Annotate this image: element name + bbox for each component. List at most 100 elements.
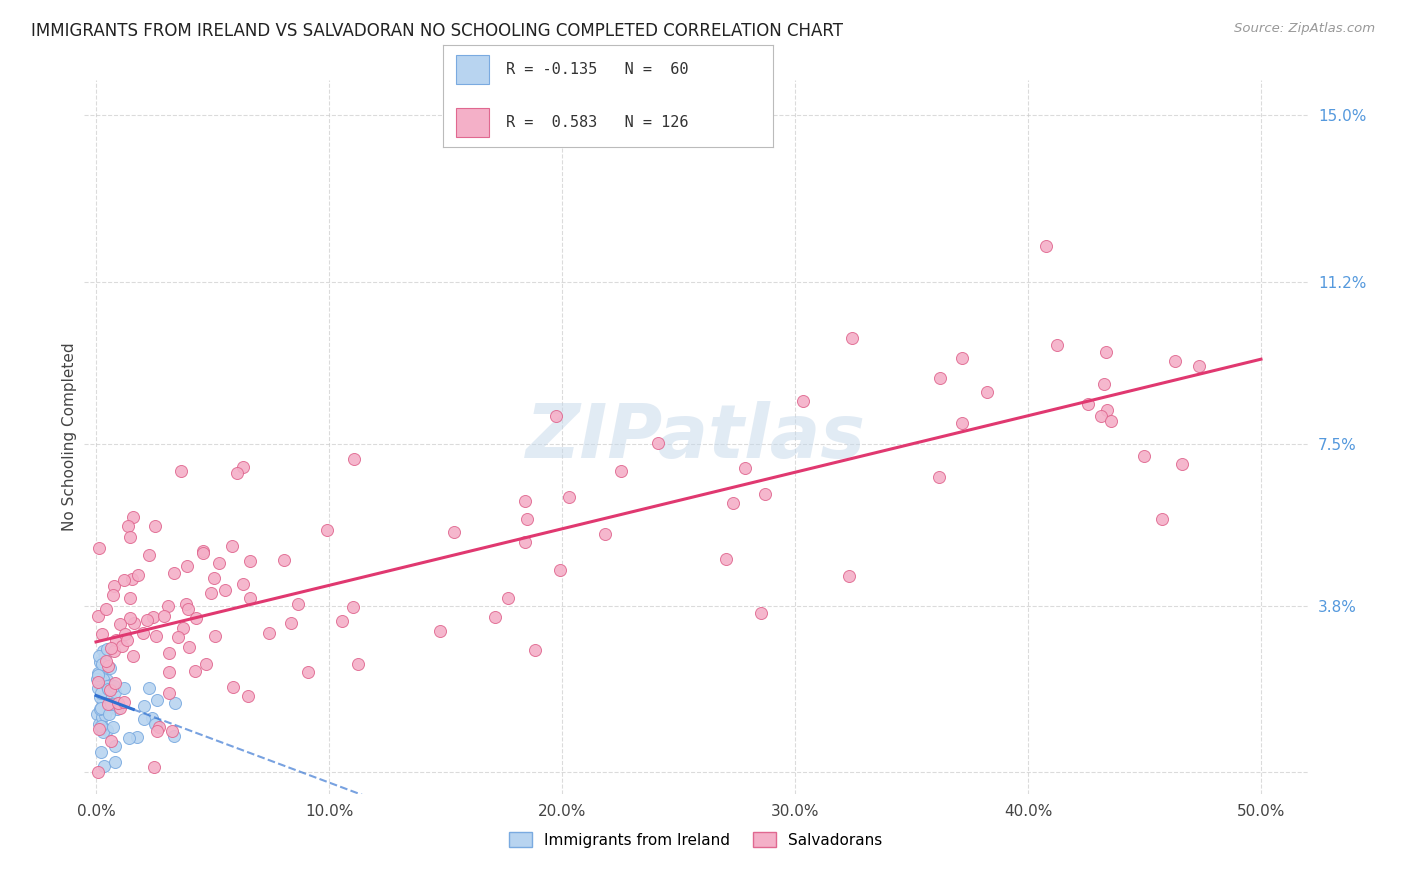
Point [515, 535, 537, 549]
Point [122, 648, 145, 663]
Point [167, 630, 190, 644]
Point [127, 568, 149, 582]
Point [89, 678, 111, 692]
Text: ZIPatlas: ZIPatlas [526, 401, 866, 474]
Point [86, 672, 108, 686]
Point [87, 608, 110, 623]
Point [280, 616, 302, 631]
Point [1171, 457, 1194, 471]
Point [177, 601, 200, 615]
Point [232, 576, 254, 591]
Point [221, 539, 243, 553]
Point [96, 642, 118, 657]
Point [87, 681, 110, 696]
Point [1046, 337, 1069, 351]
Bar [456, 108, 489, 137]
Point [90, 657, 112, 672]
Point [145, 717, 167, 731]
Point [94, 708, 117, 723]
Point [163, 566, 186, 580]
Point [90, 701, 112, 715]
Point [950, 351, 973, 365]
Point [97, 707, 120, 722]
Point [100, 698, 122, 712]
Point [138, 548, 160, 562]
Point [89, 655, 111, 669]
Point [89, 649, 111, 664]
Point [1077, 397, 1099, 411]
Point [94, 602, 117, 616]
Bar [456, 55, 489, 84]
Point [91, 695, 114, 709]
Point [114, 626, 136, 640]
Point [159, 665, 181, 679]
Point [93, 759, 115, 773]
Point [121, 510, 143, 524]
Point [97, 697, 120, 711]
Point [496, 591, 519, 605]
Point [165, 696, 187, 710]
Point [443, 525, 465, 540]
Point [754, 487, 776, 501]
Point [226, 466, 249, 480]
Point [232, 459, 254, 474]
Point [112, 681, 135, 696]
Point [1095, 345, 1118, 359]
Point [103, 720, 125, 734]
Point [146, 724, 169, 739]
Point [170, 464, 193, 478]
Point [347, 657, 370, 672]
Point [202, 570, 225, 584]
Point [97, 659, 120, 673]
Point [153, 608, 176, 623]
Point [177, 640, 200, 655]
Point [929, 371, 952, 385]
Point [513, 494, 536, 508]
Point [90, 627, 112, 641]
Point [515, 512, 537, 526]
Point [928, 470, 950, 484]
Point [100, 661, 122, 675]
Point [108, 701, 131, 715]
Point [950, 416, 973, 430]
Text: R =  0.583   N = 126: R = 0.583 N = 126 [506, 115, 688, 130]
Point [104, 755, 127, 769]
Point [141, 711, 163, 725]
Point [103, 684, 125, 698]
Point [96, 679, 118, 693]
Point [89, 702, 111, 716]
Point [96, 703, 118, 717]
Point [145, 629, 167, 643]
Point [87, 541, 110, 555]
Point [721, 495, 744, 509]
Point [142, 760, 165, 774]
Point [330, 614, 353, 628]
Point [90, 686, 112, 700]
Point [1188, 359, 1211, 373]
Point [191, 546, 214, 560]
Legend: Immigrants from Ireland, Salvadorans: Immigrants from Ireland, Salvadorans [503, 826, 889, 854]
Point [90, 717, 112, 731]
Point [121, 573, 143, 587]
Point [100, 641, 122, 656]
Point [162, 724, 184, 739]
Point [93, 724, 115, 739]
Point [104, 739, 127, 753]
Point [204, 629, 226, 643]
Point [593, 527, 616, 541]
Point [100, 734, 122, 748]
Point [87, 665, 110, 680]
Point [134, 698, 156, 713]
Point [115, 632, 138, 647]
Point [86, 706, 108, 721]
Point [107, 696, 129, 710]
Point [132, 625, 155, 640]
Point [136, 613, 159, 627]
Point [91, 644, 114, 658]
Point [111, 640, 134, 654]
Point [118, 611, 141, 625]
Point [97, 682, 120, 697]
Point [89, 669, 111, 683]
Point [89, 672, 111, 686]
Point [194, 657, 217, 671]
